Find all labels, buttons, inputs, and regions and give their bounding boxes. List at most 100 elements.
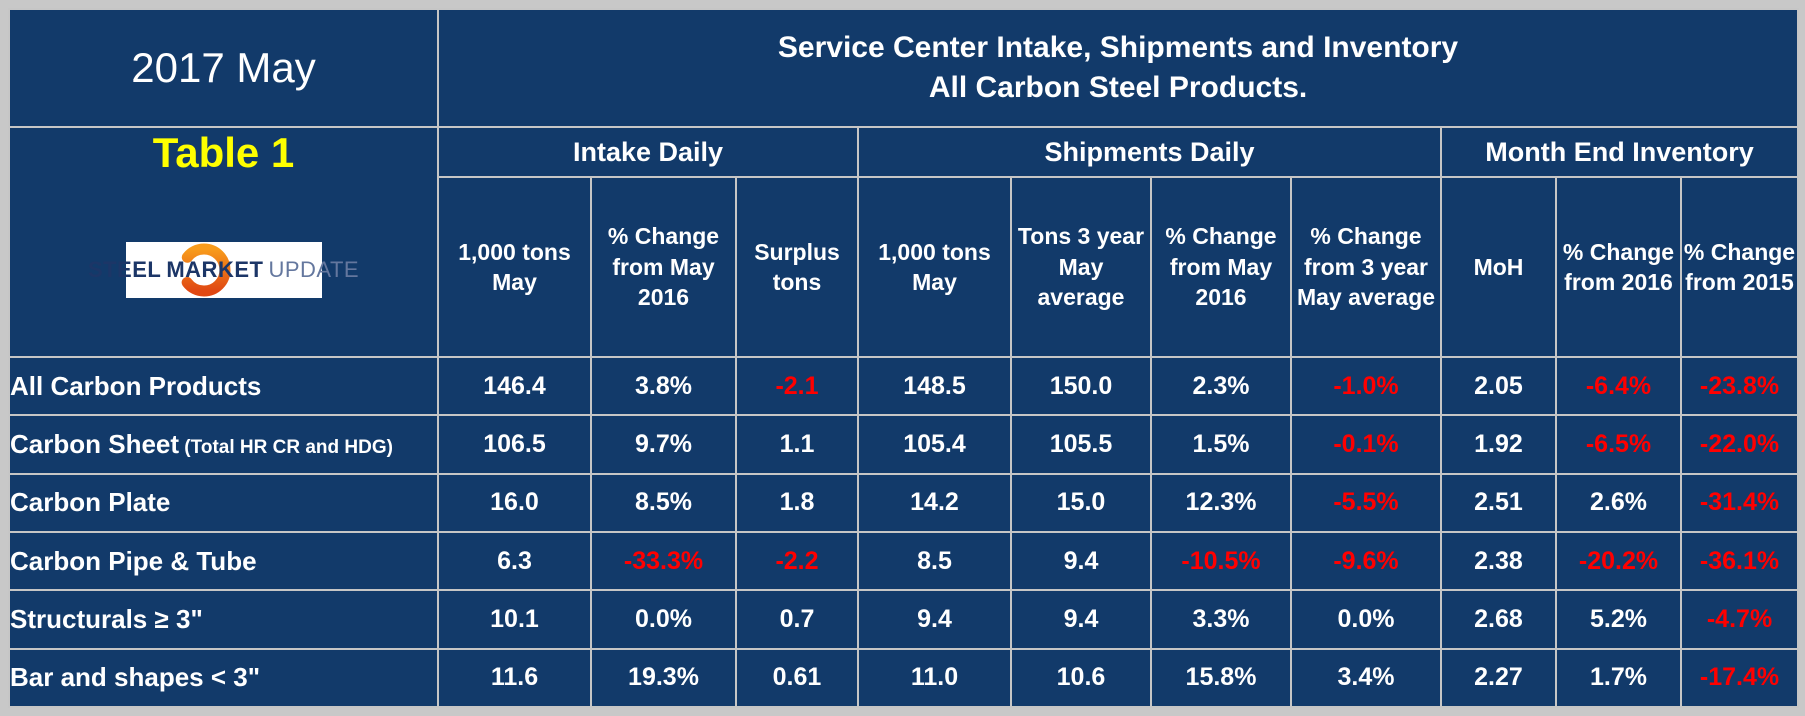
cell-r2-c0: 16.0 [437, 472, 592, 533]
cell-r3-c5: -10.5% [1150, 530, 1292, 592]
cell-r5-c3: 11.0 [857, 647, 1012, 709]
cell-r3-c4: 9.4 [1010, 530, 1152, 592]
cell-r2-c6: -5.5% [1290, 472, 1442, 533]
cell-r3-c3: 8.5 [857, 530, 1012, 592]
smu-logo: STEEL MARKET UPDATE [88, 242, 359, 298]
column-header-7: MoH [1440, 176, 1557, 358]
cell-r5-c6: 3.4% [1290, 647, 1442, 709]
smu-logo-text: STEEL MARKET UPDATE [88, 257, 359, 283]
cell-r1-c9: -22.0% [1679, 414, 1800, 475]
cell-r0-c7: 2.05 [1440, 355, 1557, 417]
cell-r4-c1: 0.0% [590, 589, 737, 650]
cell-r1-c8: -6.5% [1555, 414, 1682, 475]
column-header-1: % Change from May 2016 [590, 176, 737, 358]
table-label: Table 1 [152, 129, 295, 176]
cell-r2-c2: 1.8 [735, 472, 859, 533]
cell-r1-c2: 1.1 [735, 414, 859, 475]
cell-r3-c2: -2.2 [735, 530, 859, 592]
smu-swoosh-icon [177, 243, 230, 297]
cell-r3-c7: 2.38 [1440, 530, 1557, 592]
cell-r0-c0: 146.4 [437, 355, 592, 417]
cell-r3-c6: -9.6% [1290, 530, 1442, 592]
column-header-0: 1,000 tons May [437, 176, 592, 358]
table-row: Carbon Plate 16.0 8.5% 1.8 14.2 15.0 12.3% -5.5… [8, 472, 1800, 533]
cell-r2-c4: 15.0 [1010, 472, 1152, 533]
group-header-shipments-daily: Shipments Daily [857, 126, 1442, 178]
column-header-row: 1,000 tons May% Change from May 2016 Surp… [9, 176, 1800, 358]
group-header-month-end-inventory: Month End Inventory [1439, 126, 1800, 178]
cell-r5-c8: 1.7% [1555, 647, 1682, 709]
table-header: 2017 May Service Center Intake, Shipment… [8, 8, 1800, 358]
column-header-6: % Change from 3 year May average [1290, 176, 1442, 358]
cell-r2-c3: 14.2 [857, 472, 1012, 533]
cell-r0-c3: 148.5 [857, 355, 1012, 417]
row-label-note: (Total HR CR and HDG) [179, 436, 393, 458]
cell-r4-c3: 9.4 [857, 589, 1012, 650]
smu-data-table: 2017 May Service Center Intake, Shipment… [8, 8, 1800, 709]
table-body: All Carbon Products 146.4 3.8% -2.1 148.5 150… [8, 355, 1800, 709]
cell-r4-c5: 3.3% [1150, 589, 1292, 650]
cell-r1-c0: 106.5 [437, 414, 592, 475]
title-line-2: All Carbon Steel Products. [928, 71, 1308, 104]
cell-r2-c8: 2.6% [1555, 472, 1682, 533]
cell-r5-c7: 2.27 [1440, 647, 1557, 709]
column-header-2: Surplus tons [735, 176, 859, 358]
column-header-9: % Change from 2015 [1679, 176, 1800, 358]
logo-word-market: MARKET [166, 257, 264, 282]
logo-word-update: UPDATE [268, 257, 360, 282]
cell-r2-c9: -31.4% [1679, 472, 1800, 533]
cell-r0-c2: -2.1 [735, 355, 859, 417]
column-header-5: % Change from May 2016 [1150, 176, 1292, 358]
row-label: Carbon Sheet (Total HR CR and HDG) [8, 414, 439, 475]
column-header-8: % Change from 2016 [1555, 176, 1682, 358]
group-header-row: Table 1 [8, 126, 1800, 358]
table-row: Carbon Pipe & Tube 6.3 -33.3% -2.2 8.5 9.4 -10… [8, 530, 1800, 592]
logo-word-steel: STEEL [87, 257, 162, 282]
cell-r2-c1: 8.5% [590, 472, 737, 533]
cell-r0-c1: 3.8% [590, 355, 737, 417]
table-title: Service Center Intake, Shipments and Inv… [436, 8, 1800, 128]
cell-r0-c9: -23.8% [1679, 355, 1800, 417]
row-label: Structurals ≥ 3" [8, 589, 439, 650]
cell-r5-c0: 11.6 [437, 647, 592, 709]
column-header-3: 1,000 tons May [857, 176, 1012, 358]
row-label: Bar and shapes < 3" [8, 647, 439, 709]
title-line-1: Service Center Intake, Shipments and Inv… [777, 30, 1459, 64]
cell-r3-c8: -20.2% [1555, 530, 1682, 592]
cell-r5-c4: 10.6 [1010, 647, 1152, 709]
row-label: Carbon Plate [8, 472, 439, 533]
cell-r3-c1: -33.3% [590, 530, 737, 592]
table-row: Bar and shapes < 3" 11.6 19.3% 0.61 11.0 10.6… [8, 647, 1800, 709]
table-row: Structurals ≥ 3" 10.1 0.0% 0.7 9.4 9.4 3.3% 0.0… [8, 589, 1800, 650]
cell-r4-c4: 9.4 [1010, 589, 1152, 650]
table-row: All Carbon Products 146.4 3.8% -2.1 148.5 150… [8, 355, 1800, 417]
cell-r4-c0: 10.1 [437, 589, 592, 650]
cell-r3-c0: 6.3 [437, 530, 592, 592]
cell-r4-c9: -4.7% [1679, 589, 1800, 650]
group-header-intake-daily: Intake Daily [437, 126, 859, 178]
cell-r1-c4: 105.5 [1010, 414, 1152, 475]
cell-r5-c2: 0.61 [735, 647, 859, 709]
cell-r4-c2: 0.7 [735, 589, 859, 650]
cell-r5-c1: 19.3% [590, 647, 737, 709]
cell-r2-c5: 12.3% [1150, 472, 1292, 533]
period-label: 2017 May [8, 8, 439, 128]
cell-r5-c5: 15.8% [1150, 647, 1292, 709]
row-label: All Carbon Products [8, 355, 439, 417]
cell-r1-c6: -0.1% [1290, 414, 1442, 475]
cell-r1-c7: 1.92 [1440, 414, 1557, 475]
cell-r2-c7: 2.51 [1440, 472, 1557, 533]
column-header-4: Tons 3 year May average [1010, 176, 1152, 358]
cell-r0-c5: 2.3% [1150, 355, 1292, 417]
table-row: Carbon Sheet (Total HR CR and HDG) 106.5 9… [8, 414, 1800, 475]
cell-r0-c6: -1.0% [1290, 355, 1442, 417]
cell-r4-c6: 0.0% [1290, 589, 1442, 650]
cell-r1-c1: 9.7% [590, 414, 737, 475]
row-label: Carbon Pipe & Tube [8, 530, 439, 592]
table-label-cell: Table 1 [8, 126, 439, 358]
title-row: 2017 May Service Center Intake, Shipment… [8, 8, 1800, 128]
cell-r1-c3: 105.4 [857, 414, 1012, 475]
cell-r1-c5: 1.5% [1150, 414, 1292, 475]
cell-r5-c9: -17.4% [1679, 647, 1800, 709]
